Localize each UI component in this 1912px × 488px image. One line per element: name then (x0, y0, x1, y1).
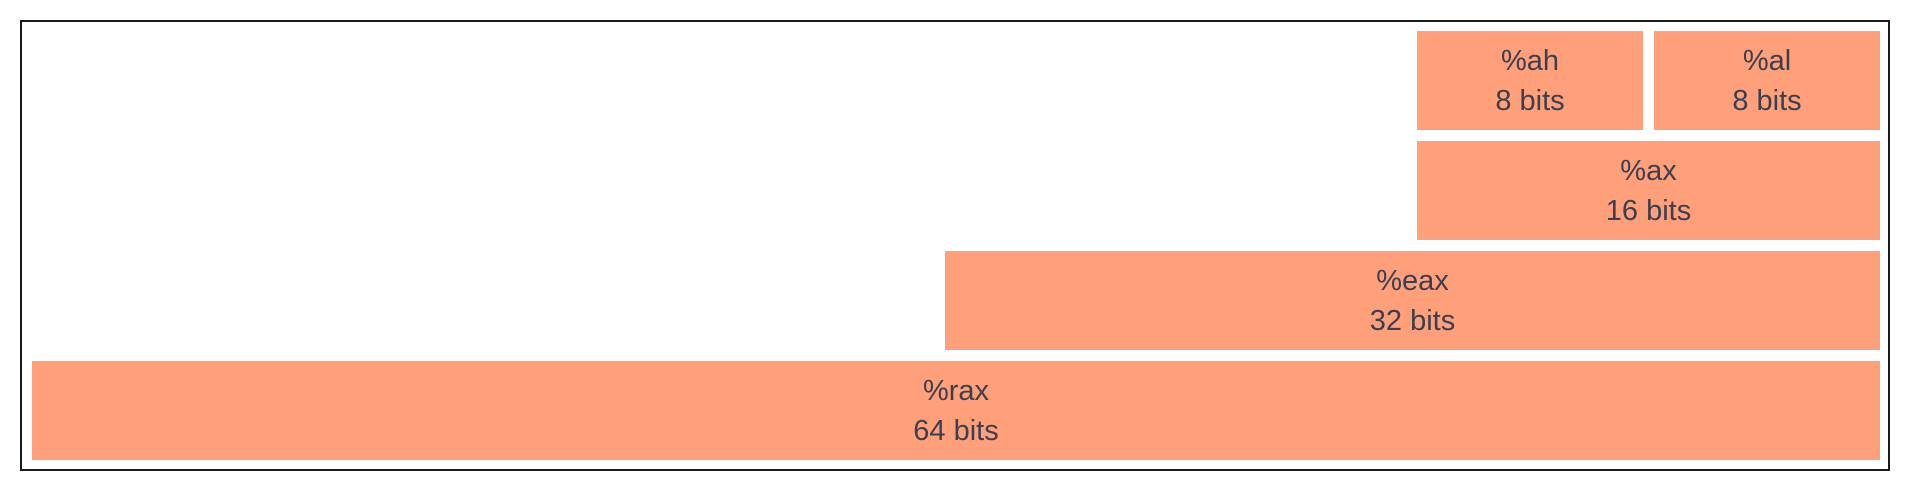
register-block-al: %al 8 bits (1654, 31, 1880, 130)
register-size-rax: 64 bits (913, 414, 999, 447)
register-name-rax: %rax (922, 374, 990, 407)
register-name-al: %al (1742, 44, 1792, 77)
register-size-al: 8 bits (1732, 84, 1802, 117)
register-name-ah: %ah (1500, 44, 1560, 77)
register-block-ax: %ax 16 bits (1417, 141, 1880, 240)
register-size-eax: 32 bits (1369, 304, 1456, 337)
register-name-ax: %ax (1620, 154, 1677, 187)
register-block-rax: %rax 64 bits (32, 361, 1880, 460)
register-block-eax: %eax 32 bits (945, 251, 1880, 350)
register-name-eax: %eax (1376, 264, 1449, 297)
register-size-ah: 8 bits (1495, 84, 1565, 117)
register-size-ax: 16 bits (1605, 194, 1692, 227)
register-diagram: %ah 8 bits %al 8 bits %ax 16 bits %eax 3… (20, 20, 1890, 471)
register-block-ah: %ah 8 bits (1417, 31, 1643, 130)
